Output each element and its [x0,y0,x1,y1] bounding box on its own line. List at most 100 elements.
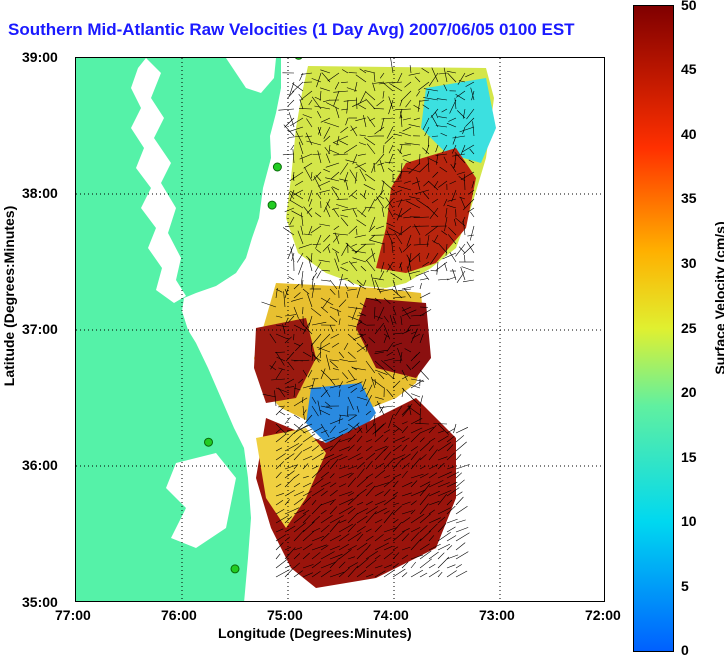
velocity-arrow [338,446,351,452]
velocity-arrow [320,69,331,74]
velocity-arrow [347,324,357,327]
velocity-arrow [366,260,376,272]
velocity-arrow [356,508,369,515]
velocity-arrow [314,261,322,273]
velocity-arrow [293,482,301,488]
velocity-arrow [306,118,313,128]
velocity-arrow [408,124,421,128]
velocity-arrow [401,462,410,470]
velocity-arrow [338,299,347,308]
velocity-arrow [422,104,430,110]
velocity-arrow [419,543,430,551]
velocity-arrow [320,545,329,551]
velocity-arrow [444,262,448,272]
velocity-arrow [374,524,382,533]
velocity-arrow [398,131,412,137]
velocity-arrow [347,453,361,461]
velocity-arrow [399,263,403,272]
velocity-arrow [402,243,412,253]
velocity-arrow [449,252,457,263]
velocity-arrow [365,395,372,407]
velocity-arrow [419,426,434,434]
velocity-arrow [376,400,385,416]
velocity-arrow [447,198,457,202]
velocity-arrow [301,212,304,227]
velocity-arrow [390,272,403,281]
velocity-arrow [452,268,457,281]
velocity-arrow [320,87,331,92]
velocity-arrow [392,454,406,461]
velocity-arrow [335,251,340,263]
velocity-arrow [419,572,428,578]
velocity-arrow [401,481,413,488]
velocity-arrow [470,87,475,101]
velocity-arrow [419,333,424,344]
velocity-arrow [311,405,319,417]
velocity-arrow [298,261,304,275]
velocity-arrow [293,383,296,398]
velocity-arrow [383,488,391,497]
velocity-arrow [284,536,291,542]
velocity-arrow [455,454,462,461]
velocity-arrow [303,162,313,169]
velocity-arrow [311,499,317,506]
velocity-arrow [331,378,340,380]
velocity-arrow [293,513,307,524]
velocity-arrow [401,470,408,479]
velocity-arrow [397,170,412,173]
velocity-field-hot [376,148,476,273]
pamlico-sound [166,453,236,548]
velocity-arrow [305,135,313,138]
velocity-arrow [383,551,394,560]
velocity-arrow [367,135,376,137]
velocity-arrow [401,453,411,461]
velocity-arrow [435,125,448,128]
velocity-arrow [310,225,322,234]
velocity-arrow [323,126,331,139]
velocity-arrow [316,192,322,200]
velocity-arrow [400,162,403,179]
velocity-arrow [394,133,403,137]
velocity-arrow [356,515,368,524]
velocity-arrow [369,239,385,245]
velocity-arrow [436,261,439,275]
velocity-arrow [334,232,340,245]
velocity-arrow [356,405,360,413]
velocity-arrow [435,153,448,156]
velocity-arrow [284,547,296,560]
velocity-arrow [401,329,412,335]
velocity-arrow [455,441,467,452]
velocity-arrow [414,76,421,83]
velocity-arrow [338,466,348,470]
velocity-arrow [368,225,376,233]
land-mass [76,58,281,601]
map-title: Southern Mid-Atlantic Raw Velocities (1 … [8,20,575,39]
velocity-arrow [293,189,304,196]
velocity-arrow [365,344,368,353]
velocity-arrow [401,421,408,425]
velocity-arrow [374,126,385,135]
velocity-arrow [359,321,367,326]
velocity-arrow [278,108,295,111]
velocity-arrow [356,526,366,533]
velocity-arrow [338,381,343,389]
velocity-arrow [372,378,385,389]
velocity-arrow [410,473,424,479]
velocity-arrow [396,198,412,202]
velocity-arrow [426,234,430,247]
velocity-arrow [282,153,295,156]
velocity-arrow [356,423,363,434]
velocity-arrow [320,460,330,470]
velocity-arrow [271,378,286,381]
velocity-arrow [417,99,421,112]
velocity-arrow [406,167,421,173]
velocity-arrow [457,72,466,85]
colorbar-tick: 15 [681,449,697,465]
velocity-arrow [416,90,421,97]
velocity-arrow [278,405,286,408]
velocity-arrow [320,551,335,560]
velocity-arrow [392,562,399,569]
velocity-arrow [293,333,295,341]
velocity-arrow [435,112,439,119]
velocity-arrow [317,400,322,416]
